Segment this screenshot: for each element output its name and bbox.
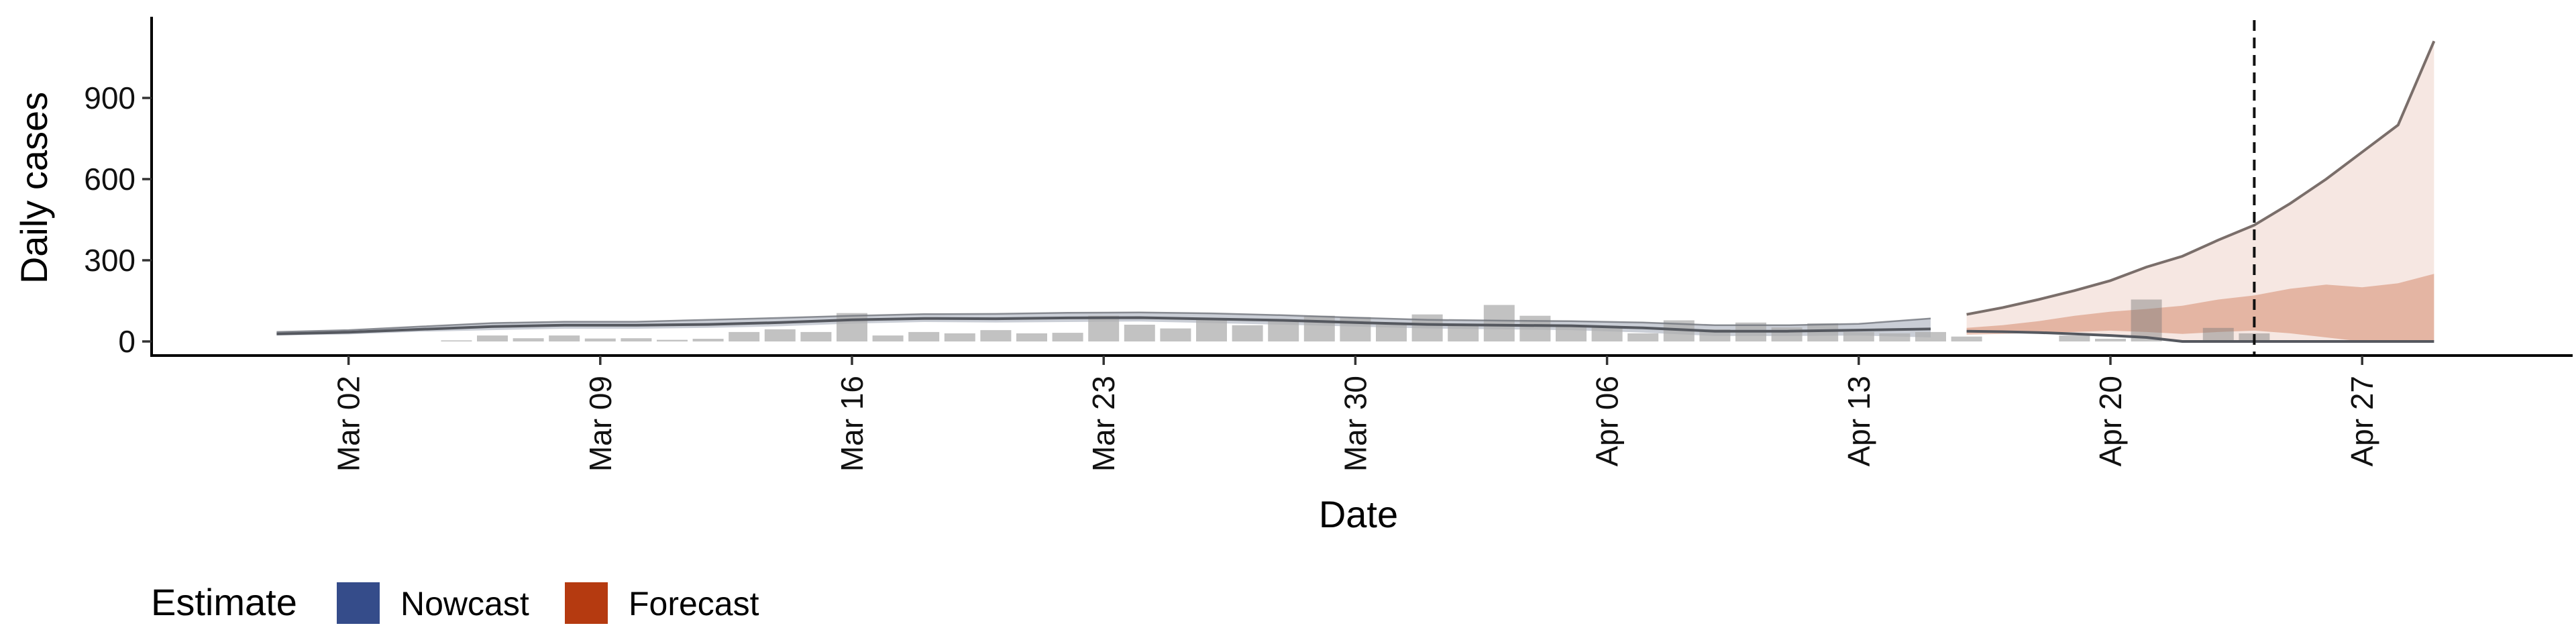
bar [1196,319,1227,341]
bar [837,313,867,341]
bar [657,339,688,341]
y-axis-title: Daily cases [13,92,55,284]
bar [980,330,1012,341]
x-tick-label: Mar 23 [1086,376,1121,472]
bar [1843,331,1874,341]
bar [1448,325,1479,341]
bar [1340,317,1371,341]
bar [1376,325,1407,341]
bar [1951,336,1982,341]
bar [513,338,544,341]
nowcast-median-line [276,316,1931,335]
bar [584,338,616,341]
x-tick-label: Apr 20 [2093,376,2128,467]
bar [764,329,796,341]
forecast-inner-band [1966,274,2434,341]
x-tick-label: Apr 13 [1841,376,1876,467]
bar [944,333,975,341]
x-tick-label: Mar 16 [835,376,869,472]
bar [1879,333,1911,341]
bar [621,338,652,341]
bar [1303,315,1335,341]
x-tick-label: Apr 27 [2345,376,2379,467]
legend-swatch-forecast [565,582,608,624]
axes: 0 300 600 900 Mar 02 Mar 09 Mar 16 Mar 23 Mar 30… [84,17,2573,472]
plot-area [276,20,2436,354]
bar [1771,327,1803,341]
bar [1268,319,1299,341]
y-tick-label: 900 [84,80,136,115]
bar [1232,325,1263,341]
legend-label-forecast: Forecast [629,585,759,623]
x-tick-label: Mar 09 [583,376,618,472]
bar [1483,305,1515,341]
bar [549,335,580,341]
bar [1807,323,1839,341]
bar [1591,326,1623,341]
bar [1519,315,1551,341]
y-tick-label: 600 [84,162,136,197]
legend: Estimate Nowcast Forecast [151,581,759,624]
bar [1016,333,1047,341]
bar [872,335,904,341]
bar [2131,299,2162,341]
bar [1627,333,1659,341]
bar [692,339,724,341]
bar [1124,325,1155,341]
forecast-outer-band [1966,41,2434,342]
bar [1160,328,1191,341]
bar [1556,325,1587,341]
y-tick-label: 0 [118,324,136,359]
bar [2095,339,2126,341]
x-tick-label: Apr 06 [1590,376,1625,467]
bar [800,331,832,341]
forecast-median-line [1966,329,2434,343]
x-tick-label: Mar 02 [331,376,366,472]
bar [1088,315,1120,341]
legend-swatch-nowcast [337,582,380,624]
nowcast-upper-line [276,311,1931,333]
bar [1411,314,1443,341]
legend-label-nowcast: Nowcast [400,585,529,623]
x-axis-title: Date [1319,493,1398,535]
bar [477,335,508,341]
bar [908,331,940,341]
y-tick-label: 300 [84,243,136,278]
bar [2202,327,2234,341]
bar [1915,331,1946,341]
forecast-upper-line [1966,40,2436,316]
bar [729,331,760,341]
bar [1052,333,1083,341]
x-tick-label: Mar 30 [1338,376,1373,472]
legend-title: Estimate [151,581,297,623]
bar [2059,335,2090,341]
bar [441,340,472,341]
